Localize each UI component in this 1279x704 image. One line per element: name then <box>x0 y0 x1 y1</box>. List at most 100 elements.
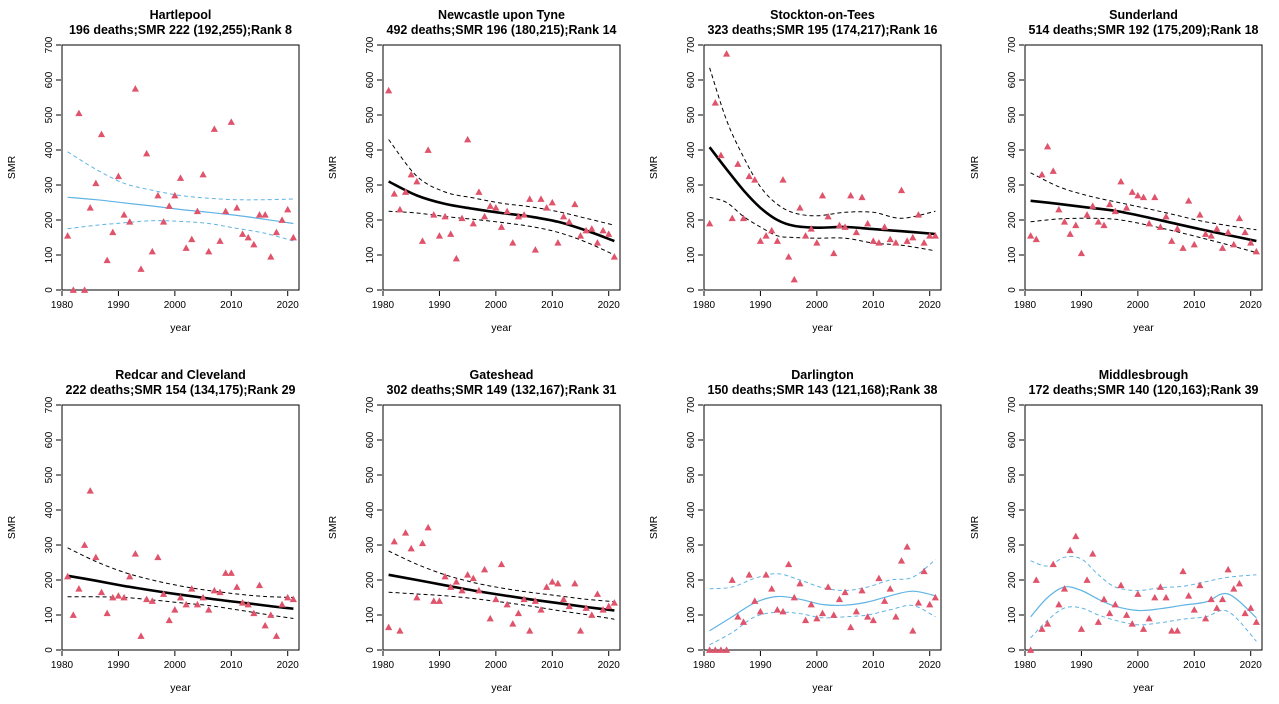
data-point <box>64 232 72 239</box>
x-tick-label: 2010 <box>220 660 243 671</box>
data-point <box>722 646 731 653</box>
data-point <box>205 606 213 613</box>
data-point <box>452 578 460 585</box>
data-point <box>1156 223 1165 230</box>
data-point <box>582 226 590 234</box>
data-point <box>1201 230 1210 237</box>
data-point <box>728 214 736 222</box>
data-point <box>875 239 883 246</box>
data-point <box>768 585 776 592</box>
data-point <box>267 611 275 618</box>
data-point <box>385 623 393 631</box>
data-point <box>875 574 883 582</box>
y-tick-label: 600 <box>365 71 376 88</box>
data-point <box>227 569 235 576</box>
data-point <box>1151 193 1159 201</box>
data-point <box>869 616 877 624</box>
data-point <box>159 218 168 225</box>
data-point <box>588 611 596 618</box>
data-point <box>824 583 832 590</box>
data-point <box>762 232 770 239</box>
x-tick-label: 1980 <box>51 660 74 671</box>
y-tick-label: 700 <box>1007 36 1018 53</box>
data-point <box>599 226 607 234</box>
data-point <box>165 616 173 624</box>
data-point <box>188 585 196 592</box>
panel-title: Darlington <box>791 368 854 382</box>
data-point <box>548 198 556 206</box>
data-point <box>1038 170 1046 178</box>
y-axis-label: SMR <box>6 515 18 539</box>
data-point <box>1185 592 1193 599</box>
data-point <box>1179 244 1187 251</box>
data-point <box>1139 193 1148 201</box>
y-tick-label: 700 <box>686 36 697 53</box>
trend-line <box>67 196 294 225</box>
trend-lines <box>388 139 615 256</box>
data-point <box>526 195 534 202</box>
y-tick-label: 300 <box>686 176 697 193</box>
data-point <box>610 599 618 606</box>
y-tick-label: 400 <box>686 141 697 158</box>
data-point <box>909 627 917 634</box>
data-point <box>880 597 889 604</box>
data-point <box>1128 620 1136 627</box>
data-point <box>131 550 139 557</box>
x-axis: 1980 1990 2000 2010 2020 <box>693 651 941 671</box>
data-point <box>773 606 781 613</box>
trend-lines <box>709 559 936 646</box>
data-point <box>903 237 911 244</box>
y-tick-label: 200 <box>365 211 376 228</box>
y-axis-label: SMR <box>648 155 660 179</box>
data-point <box>250 609 258 617</box>
data-point <box>261 211 269 218</box>
panel-title: Redcar and Cleveland <box>115 368 246 382</box>
data-point <box>182 600 190 608</box>
y-tick-label: 300 <box>44 536 55 553</box>
data-point <box>1230 585 1238 592</box>
data-point <box>390 537 398 545</box>
data-point <box>1089 550 1097 557</box>
data-point <box>1190 606 1198 613</box>
data-point <box>267 253 275 260</box>
data-point <box>284 593 292 601</box>
x-axis: 1980 1990 2000 2010 2020 <box>1014 291 1262 311</box>
y-tick-label: 100 <box>1007 246 1018 263</box>
y-tick-label: 500 <box>1007 106 1018 123</box>
data-point <box>255 211 264 218</box>
y-tick-label: 0 <box>365 647 376 653</box>
data-point <box>571 200 579 208</box>
trend-lines <box>388 550 615 620</box>
data-point <box>475 188 483 195</box>
data-point <box>588 225 596 232</box>
y-tick-label: 500 <box>44 106 55 123</box>
y-tick-label: 200 <box>1007 211 1018 228</box>
data-points <box>64 487 297 639</box>
data-point <box>289 233 297 241</box>
data-point <box>537 606 545 613</box>
x-axis-label: year <box>1133 322 1154 334</box>
data-point <box>1077 249 1086 257</box>
data-points <box>385 523 618 634</box>
data-point <box>824 212 832 220</box>
panel-title: Stockton-on-Tees <box>770 8 875 22</box>
data-point <box>751 597 759 604</box>
data-point <box>1083 576 1091 583</box>
data-point <box>931 232 939 239</box>
x-tick-label: 2010 <box>1183 300 1206 311</box>
y-tick-label: 500 <box>365 106 376 123</box>
x-tick-label: 1990 <box>428 300 451 311</box>
data-point <box>1207 232 1215 239</box>
y-tick-label: 200 <box>44 571 55 588</box>
data-point <box>734 613 742 620</box>
data-point <box>435 232 444 239</box>
data-point <box>1224 565 1232 573</box>
data-point <box>171 606 179 613</box>
data-point <box>238 599 247 606</box>
data-point <box>1055 205 1063 213</box>
data-point <box>559 212 568 220</box>
data-point <box>261 621 269 629</box>
x-tick-label: 2010 <box>541 300 564 311</box>
